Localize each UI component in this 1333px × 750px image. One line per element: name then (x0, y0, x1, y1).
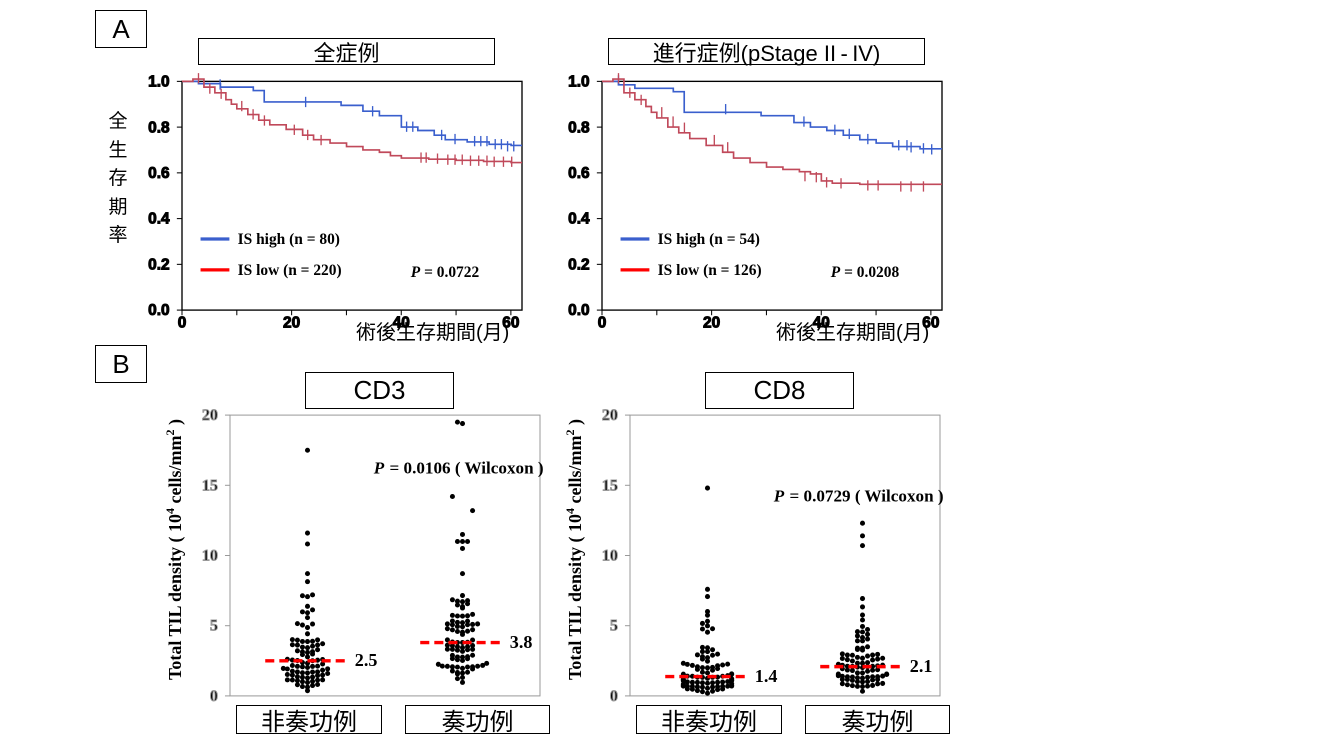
svg-text:= 0.0106 ( Wilcoxon ): = 0.0106 ( Wilcoxon ) (389, 458, 543, 477)
svg-text:P: P (373, 458, 385, 477)
svg-text:0.2: 0.2 (148, 256, 169, 273)
svg-text:0.0: 0.0 (568, 302, 589, 319)
svg-text:5: 5 (210, 618, 218, 635)
svg-text:1.0: 1.0 (568, 74, 589, 91)
svg-text:0.8: 0.8 (568, 119, 590, 136)
svg-text:IS low (n = 220): IS low (n = 220) (238, 262, 342, 279)
svg-text:20: 20 (602, 407, 618, 424)
svg-text:0.8: 0.8 (148, 119, 170, 136)
svg-text:0: 0 (610, 688, 618, 705)
svg-text:0.4: 0.4 (148, 211, 170, 228)
svg-text:IS high (n = 80): IS high (n = 80) (238, 231, 340, 248)
svg-text:P: P (411, 264, 421, 281)
svg-text:5: 5 (610, 618, 618, 635)
svg-text:2.1: 2.1 (910, 656, 933, 676)
svg-text:0.4: 0.4 (568, 211, 590, 228)
svg-text:0.6: 0.6 (568, 165, 590, 182)
svg-text:IS high (n = 54): IS high (n = 54) (658, 231, 760, 248)
svg-text:= 0.0722: = 0.0722 (424, 264, 479, 281)
svg-text:20: 20 (202, 407, 218, 424)
svg-text:P: P (831, 264, 841, 281)
svg-text:10: 10 (202, 548, 218, 565)
svg-text:0: 0 (598, 315, 607, 332)
svg-text:0.2: 0.2 (568, 256, 589, 273)
svg-text:15: 15 (202, 477, 218, 494)
svg-text:0.6: 0.6 (148, 165, 170, 182)
svg-text:= 0.0729 ( Wilcoxon ): = 0.0729 ( Wilcoxon ) (789, 487, 943, 506)
svg-text:0.0: 0.0 (148, 302, 169, 319)
svg-text:1.4: 1.4 (755, 666, 778, 686)
svg-text:2.5: 2.5 (355, 650, 378, 670)
svg-text:IS low (n = 126): IS low (n = 126) (658, 262, 762, 279)
svg-text:15: 15 (602, 477, 618, 494)
svg-text:0: 0 (178, 315, 187, 332)
svg-text:P: P (773, 487, 785, 506)
svg-text:10: 10 (602, 548, 618, 565)
svg-text:0: 0 (210, 688, 218, 705)
svg-text:= 0.0208: = 0.0208 (844, 264, 899, 281)
svg-text:1.0: 1.0 (148, 74, 169, 91)
svg-text:20: 20 (703, 315, 720, 332)
svg-text:3.8: 3.8 (510, 632, 533, 652)
svg-text:20: 20 (283, 315, 300, 332)
